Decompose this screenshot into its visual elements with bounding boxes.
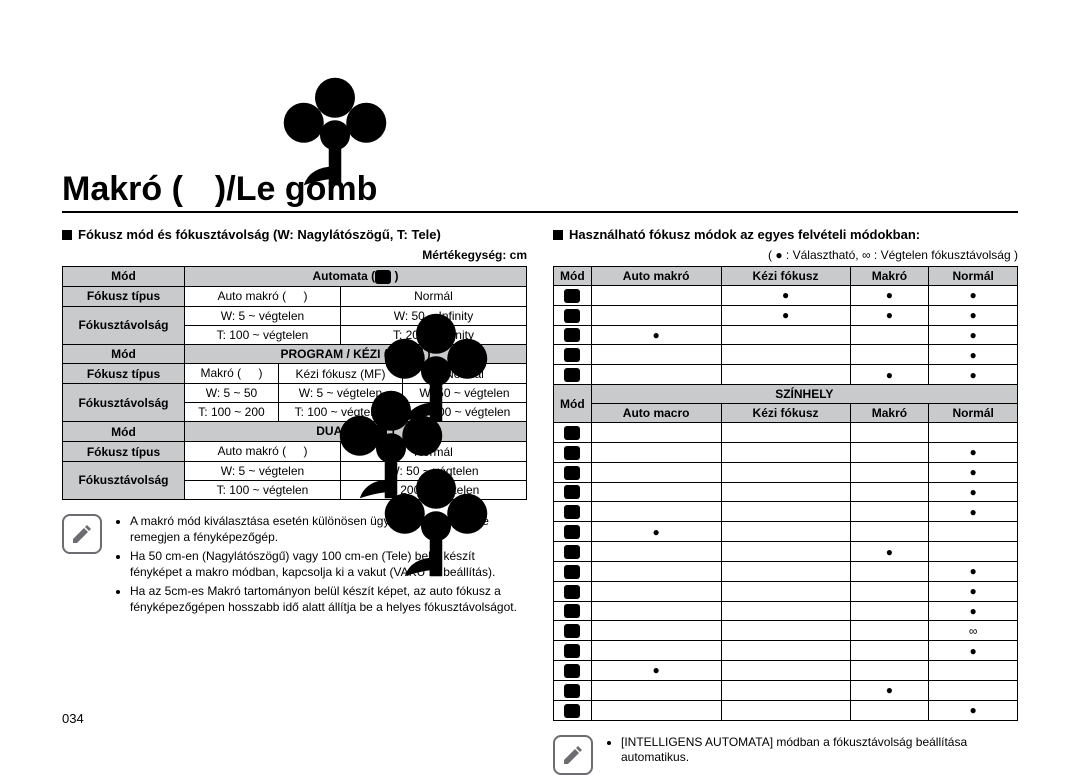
- macro-icon: [241, 367, 255, 381]
- table-row: [554, 345, 1018, 365]
- table-row: [554, 286, 1018, 306]
- dualis-icon: [371, 425, 387, 439]
- auto-macro-icon-2: [286, 445, 300, 459]
- table-row: [554, 423, 1018, 443]
- mode-icon: [564, 565, 580, 579]
- table-row: [554, 680, 1018, 700]
- note-item: A makró mód kiválasztása esetén különöse…: [130, 514, 527, 545]
- mode-icon: [564, 328, 580, 342]
- table-row: [554, 601, 1018, 621]
- note-icon: [553, 735, 593, 775]
- mode-icon: [564, 664, 580, 678]
- mode-icon: [564, 289, 580, 303]
- table-row: [554, 442, 1018, 462]
- table-row: [554, 462, 1018, 482]
- unit-label: Mértékegység: cm: [62, 248, 527, 262]
- mode-icon: [564, 348, 580, 362]
- mode-icon: [564, 604, 580, 618]
- mode-icon: [564, 684, 580, 698]
- table-row: [554, 621, 1018, 641]
- macro-flower-icon: [185, 54, 213, 82]
- mode-icon: [564, 644, 580, 658]
- table-row: [554, 581, 1018, 601]
- auto-macro-icon: [286, 290, 300, 304]
- mode-icon: [564, 309, 580, 323]
- left-notes: A makró mód kiválasztása esetén különöse…: [62, 514, 527, 620]
- left-column: Fókusz mód és fókusztávolság (W: Nagylát…: [62, 223, 527, 775]
- focus-table: Mód Automata ( ) Fókusz típus Auto makró…: [62, 266, 527, 500]
- program-icon: [388, 347, 404, 361]
- mode-icon: [564, 368, 580, 382]
- table-row: [554, 365, 1018, 385]
- page-title: Makró ( )/Le gomb: [62, 50, 1018, 213]
- table-row: [554, 661, 1018, 681]
- manual-icon: [407, 347, 423, 361]
- note-icon: [62, 514, 102, 554]
- table-row: [554, 700, 1018, 720]
- table-row: [554, 561, 1018, 581]
- page-number: 034: [62, 711, 84, 726]
- table-row: [554, 502, 1018, 522]
- note-item: Ha 50 cm-en (Nagylátószögű) vagy 100 cm-…: [130, 549, 527, 580]
- mode-icon: [564, 446, 580, 460]
- mode-icon: [564, 585, 580, 599]
- legend: ( : Választható, : Végtelen fókusztávols…: [553, 248, 1018, 262]
- table-row: [554, 542, 1018, 562]
- mode-icon: [564, 505, 580, 519]
- table-row: [554, 641, 1018, 661]
- table-row: [554, 482, 1018, 502]
- mode-icon: [564, 624, 580, 638]
- table-row: [554, 325, 1018, 345]
- mode-icon: [564, 485, 580, 499]
- mode-icon: [564, 704, 580, 718]
- mode-icon: [564, 545, 580, 559]
- left-heading: Fókusz mód és fókusztávolság (W: Nagylát…: [62, 227, 527, 242]
- table-row: [554, 305, 1018, 325]
- right-heading: Használható fókusz módok az egyes felvét…: [553, 227, 1018, 242]
- note-item: Ha az 5cm-es Makró tartományon belül kés…: [130, 584, 527, 615]
- right-note: [INTELLIGENS AUTOMATA] módban a fókusztá…: [553, 735, 1018, 775]
- mode-matrix: Mód Auto makró Kézi fókusz Makró Normál …: [553, 266, 1018, 721]
- mode-icon: [564, 525, 580, 539]
- mode-icon: [564, 426, 580, 440]
- mode-icon: [564, 466, 580, 480]
- right-column: Használható fókusz módok az egyes felvét…: [553, 223, 1018, 775]
- camera-icon: [375, 270, 391, 284]
- table-row: [554, 522, 1018, 542]
